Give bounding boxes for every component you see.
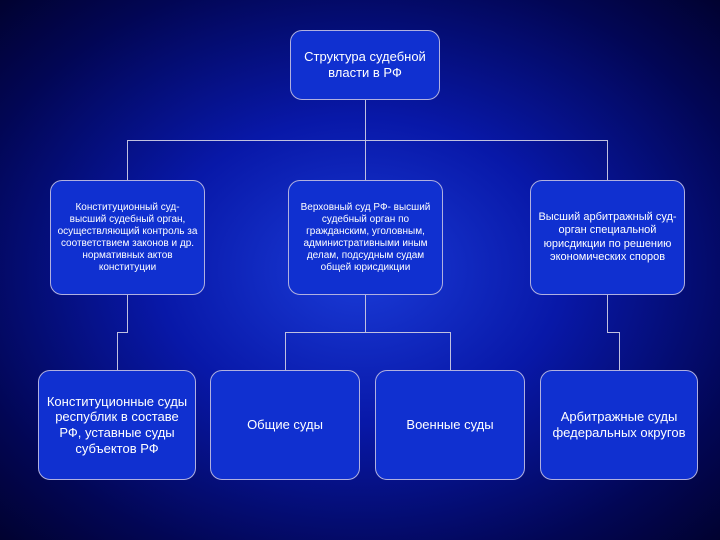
edge-arbitr-drop xyxy=(607,295,608,332)
node-const-subj-label: Конституционные суды республик в составе… xyxy=(45,394,189,456)
edge-to-const-court xyxy=(127,140,128,180)
node-arbitr-districts-label: Арбитражные суды федеральных округов xyxy=(547,409,691,440)
edge-supreme-bus xyxy=(285,332,451,333)
edge-const-bus xyxy=(117,332,128,333)
node-arbitr-court-label: Высший арбитражный суд- орган специально… xyxy=(537,211,678,264)
node-arbitr-districts: Арбитражные суды федеральных округов xyxy=(540,370,698,480)
node-military-courts: Военные суды xyxy=(375,370,525,480)
node-const-court: Конституционный суд- высший судебный орг… xyxy=(50,180,205,295)
node-supreme-court: Верховный суд РФ- высший судебный орган … xyxy=(288,180,443,295)
node-supreme-court-label: Верховный суд РФ- высший судебный орган … xyxy=(295,202,436,274)
edge-supreme-drop xyxy=(365,295,366,332)
edge-to-military xyxy=(450,332,451,370)
node-const-subj: Конституционные суды республик в составе… xyxy=(38,370,196,480)
edge-root-drop xyxy=(365,100,366,140)
edge-root-bus xyxy=(127,140,608,141)
node-const-court-label: Конституционный суд- высший судебный орг… xyxy=(57,202,198,274)
node-general-courts-label: Общие суды xyxy=(247,417,323,433)
node-general-courts: Общие суды xyxy=(210,370,360,480)
edge-to-const-subj xyxy=(117,332,118,370)
node-root: Структура судебной власти в РФ xyxy=(290,30,440,100)
edge-to-supreme-court xyxy=(365,140,366,180)
node-military-courts-label: Военные суды xyxy=(406,417,493,433)
edge-to-arbitr-districts xyxy=(619,332,620,370)
node-arbitr-court: Высший арбитражный суд- орган специально… xyxy=(530,180,685,295)
edge-to-arbitr-court xyxy=(607,140,608,180)
edge-to-general xyxy=(285,332,286,370)
edge-const-drop xyxy=(127,295,128,332)
node-root-label: Структура судебной власти в РФ xyxy=(297,49,433,80)
